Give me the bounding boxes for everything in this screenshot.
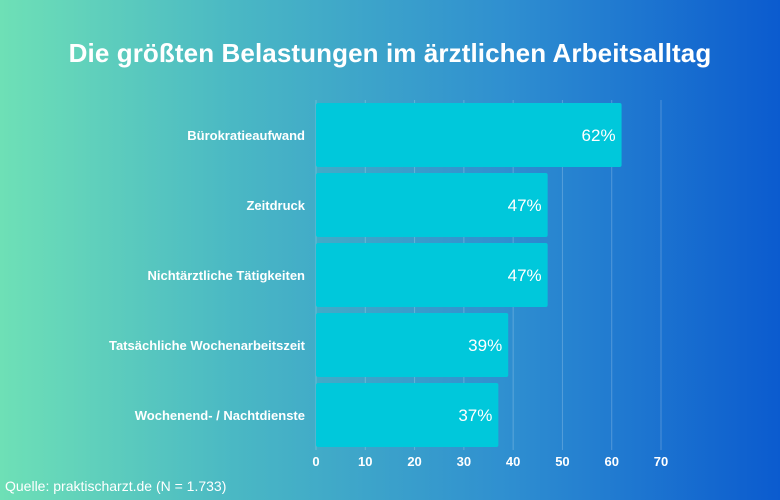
value-label-3: 39% — [468, 336, 502, 355]
tick-label-50: 50 — [555, 454, 569, 469]
bar-1 — [316, 173, 548, 237]
tick-label-40: 40 — [506, 454, 520, 469]
tick-label-30: 30 — [457, 454, 471, 469]
value-label-0: 62% — [582, 126, 616, 145]
tick-label-60: 60 — [604, 454, 618, 469]
value-label-2: 47% — [508, 266, 542, 285]
category-label-3: Tatsächliche Wochenarbeitszeit — [109, 338, 306, 353]
chart-title: Die größten Belastungen im ärztlichen Ar… — [68, 38, 712, 68]
bar-4 — [316, 383, 499, 447]
source-note: Quelle: praktischarzt.de (N = 1.733) — [5, 478, 227, 494]
bar-0 — [316, 103, 622, 167]
value-label-1: 47% — [508, 196, 542, 215]
bar-2 — [316, 243, 548, 307]
category-label-2: Nichtärztliche Tätigkeiten — [148, 268, 306, 283]
tick-label-70: 70 — [654, 454, 668, 469]
tick-label-20: 20 — [407, 454, 421, 469]
category-label-1: Zeitdruck — [246, 198, 305, 213]
bar-3 — [316, 313, 509, 377]
value-label-4: 37% — [458, 406, 492, 425]
category-label-4: Wochenend- / Nachtdienste — [135, 408, 305, 423]
tick-label-0: 0 — [312, 454, 319, 469]
tick-label-10: 10 — [358, 454, 372, 469]
category-label-0: Bürokratieaufwand — [187, 128, 305, 143]
